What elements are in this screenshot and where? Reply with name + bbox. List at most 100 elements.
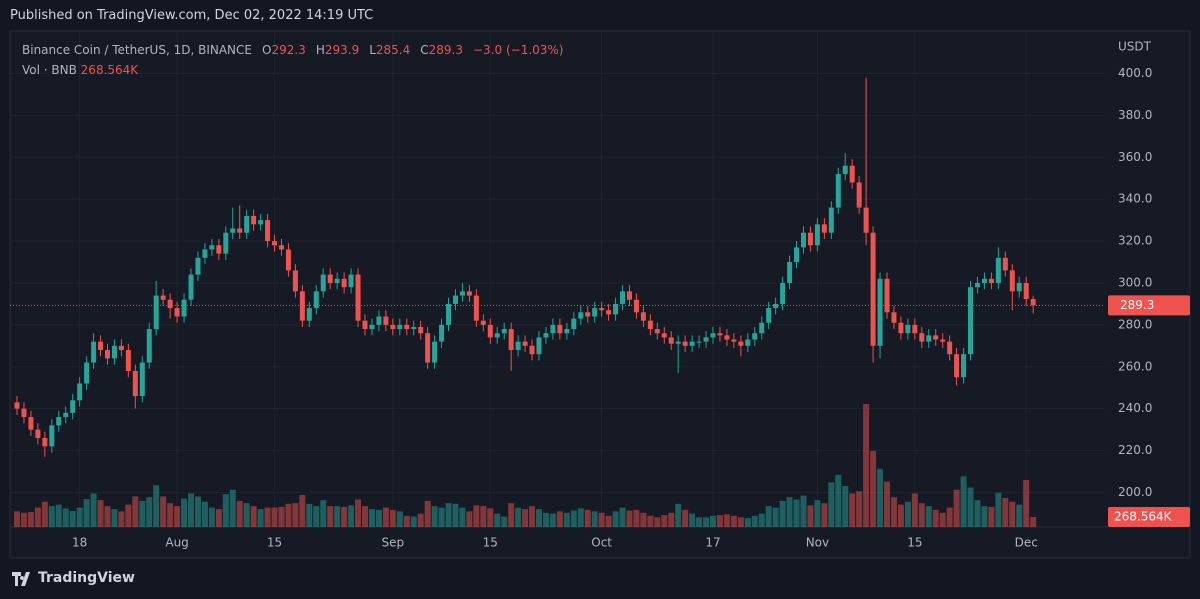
volume-bar <box>83 499 90 527</box>
volume-bar <box>48 506 55 527</box>
volume-bar <box>348 505 355 527</box>
candle-body <box>383 316 389 325</box>
candle-body <box>633 299 639 313</box>
candle-body <box>557 324 563 334</box>
volume-bar <box>132 496 139 527</box>
volume-bar <box>403 515 410 527</box>
candle-body <box>299 291 305 321</box>
volume-bar <box>69 510 76 527</box>
volume-bar <box>480 506 487 527</box>
candle-body <box>104 350 110 359</box>
volume-bar <box>807 505 814 527</box>
volume-bar <box>967 487 974 527</box>
candle-body <box>682 341 688 346</box>
volume-bar <box>640 512 647 527</box>
candle-body <box>313 291 319 309</box>
volume-bar <box>529 506 536 527</box>
volume-bar <box>842 486 849 527</box>
volume-bar <box>362 506 368 527</box>
symbol-title: Binance Coin / TetherUS, 1D, BINANCE <box>22 43 252 57</box>
volume-bar <box>27 512 34 527</box>
volume-bar <box>34 507 41 527</box>
volume-bar <box>375 509 382 527</box>
volume-bar <box>605 515 612 527</box>
candle-body <box>376 316 382 325</box>
candle-body <box>724 335 730 340</box>
candle-body <box>842 165 848 175</box>
candle-body <box>640 312 646 321</box>
volume-bar <box>494 513 501 527</box>
candle-body <box>202 249 208 258</box>
candle-body <box>306 308 312 321</box>
volume-bar <box>445 503 452 527</box>
volume-bar <box>466 511 473 527</box>
x-tick-label: 15 <box>267 536 282 550</box>
volume-bar <box>125 504 132 527</box>
chart-pane <box>9 30 1191 559</box>
volume-bar <box>368 509 375 527</box>
volume-bar <box>139 500 146 527</box>
volume-bar <box>229 489 236 527</box>
ohlc-value: 285.4 <box>375 43 411 57</box>
candle-body <box>626 291 632 300</box>
candle-body <box>800 232 806 248</box>
volume-bar <box>55 504 62 527</box>
volume-bar <box>654 517 661 527</box>
volume-name: Vol · BNB <box>22 63 77 77</box>
volume-bar <box>668 512 675 527</box>
last-price-label: 289.3 <box>1120 298 1154 312</box>
volume-bar <box>870 450 877 527</box>
volume-bar <box>257 509 264 527</box>
volume-bar <box>911 493 918 527</box>
candle-body <box>1030 299 1036 306</box>
candle-body <box>285 249 291 271</box>
candle-body <box>153 295 159 330</box>
volume-bar <box>97 500 104 527</box>
candle-body <box>981 278 987 283</box>
candle-body <box>230 228 236 233</box>
candle-body <box>710 333 716 338</box>
volume-bar <box>884 481 890 527</box>
volume-bar <box>382 507 389 527</box>
candle-body <box>404 324 410 330</box>
volume-bar <box>577 508 584 527</box>
candle-body <box>369 324 375 330</box>
volume-bar <box>396 511 403 527</box>
candle-body <box>794 247 800 263</box>
candle-body <box>856 182 862 208</box>
last-volume-label: 268.564K <box>1114 509 1173 523</box>
candle-body <box>759 322 765 334</box>
volume-bar <box>877 468 884 527</box>
candle-body <box>703 337 709 342</box>
candle-body <box>432 341 438 363</box>
logo-icon <box>12 572 30 586</box>
candle-body <box>787 262 793 283</box>
ohlc-value: 293.9 <box>324 43 360 57</box>
volume-bar <box>932 509 939 527</box>
volume-bar <box>417 513 424 527</box>
x-tick-label: Aug <box>165 536 188 550</box>
published-note: Published on TradingView.com, Dec 02, 20… <box>10 8 374 23</box>
volume-bar <box>751 515 758 527</box>
candle-body <box>675 341 681 344</box>
volume-bar <box>730 515 737 527</box>
volume-bar <box>828 482 835 527</box>
volume-bar <box>341 506 348 527</box>
volume-bar <box>696 517 703 527</box>
volume-bar <box>278 506 285 527</box>
y-tick-label: 380.0 <box>1118 108 1152 122</box>
candle-body <box>578 312 584 319</box>
volume-bar <box>188 493 194 527</box>
volume-bar <box>264 507 271 527</box>
volume-line: Vol · BNB 268.564K <box>22 60 564 80</box>
volume-bar <box>556 511 563 527</box>
volume-bar <box>243 503 250 527</box>
volume-bar <box>633 509 640 527</box>
candle-body <box>821 224 827 233</box>
volume-bar <box>981 506 988 527</box>
candle-body <box>292 270 298 292</box>
volume-bar <box>501 516 508 527</box>
candle-body <box>480 320 486 325</box>
candle-body <box>14 402 20 409</box>
ohlc-key: C <box>420 43 429 57</box>
